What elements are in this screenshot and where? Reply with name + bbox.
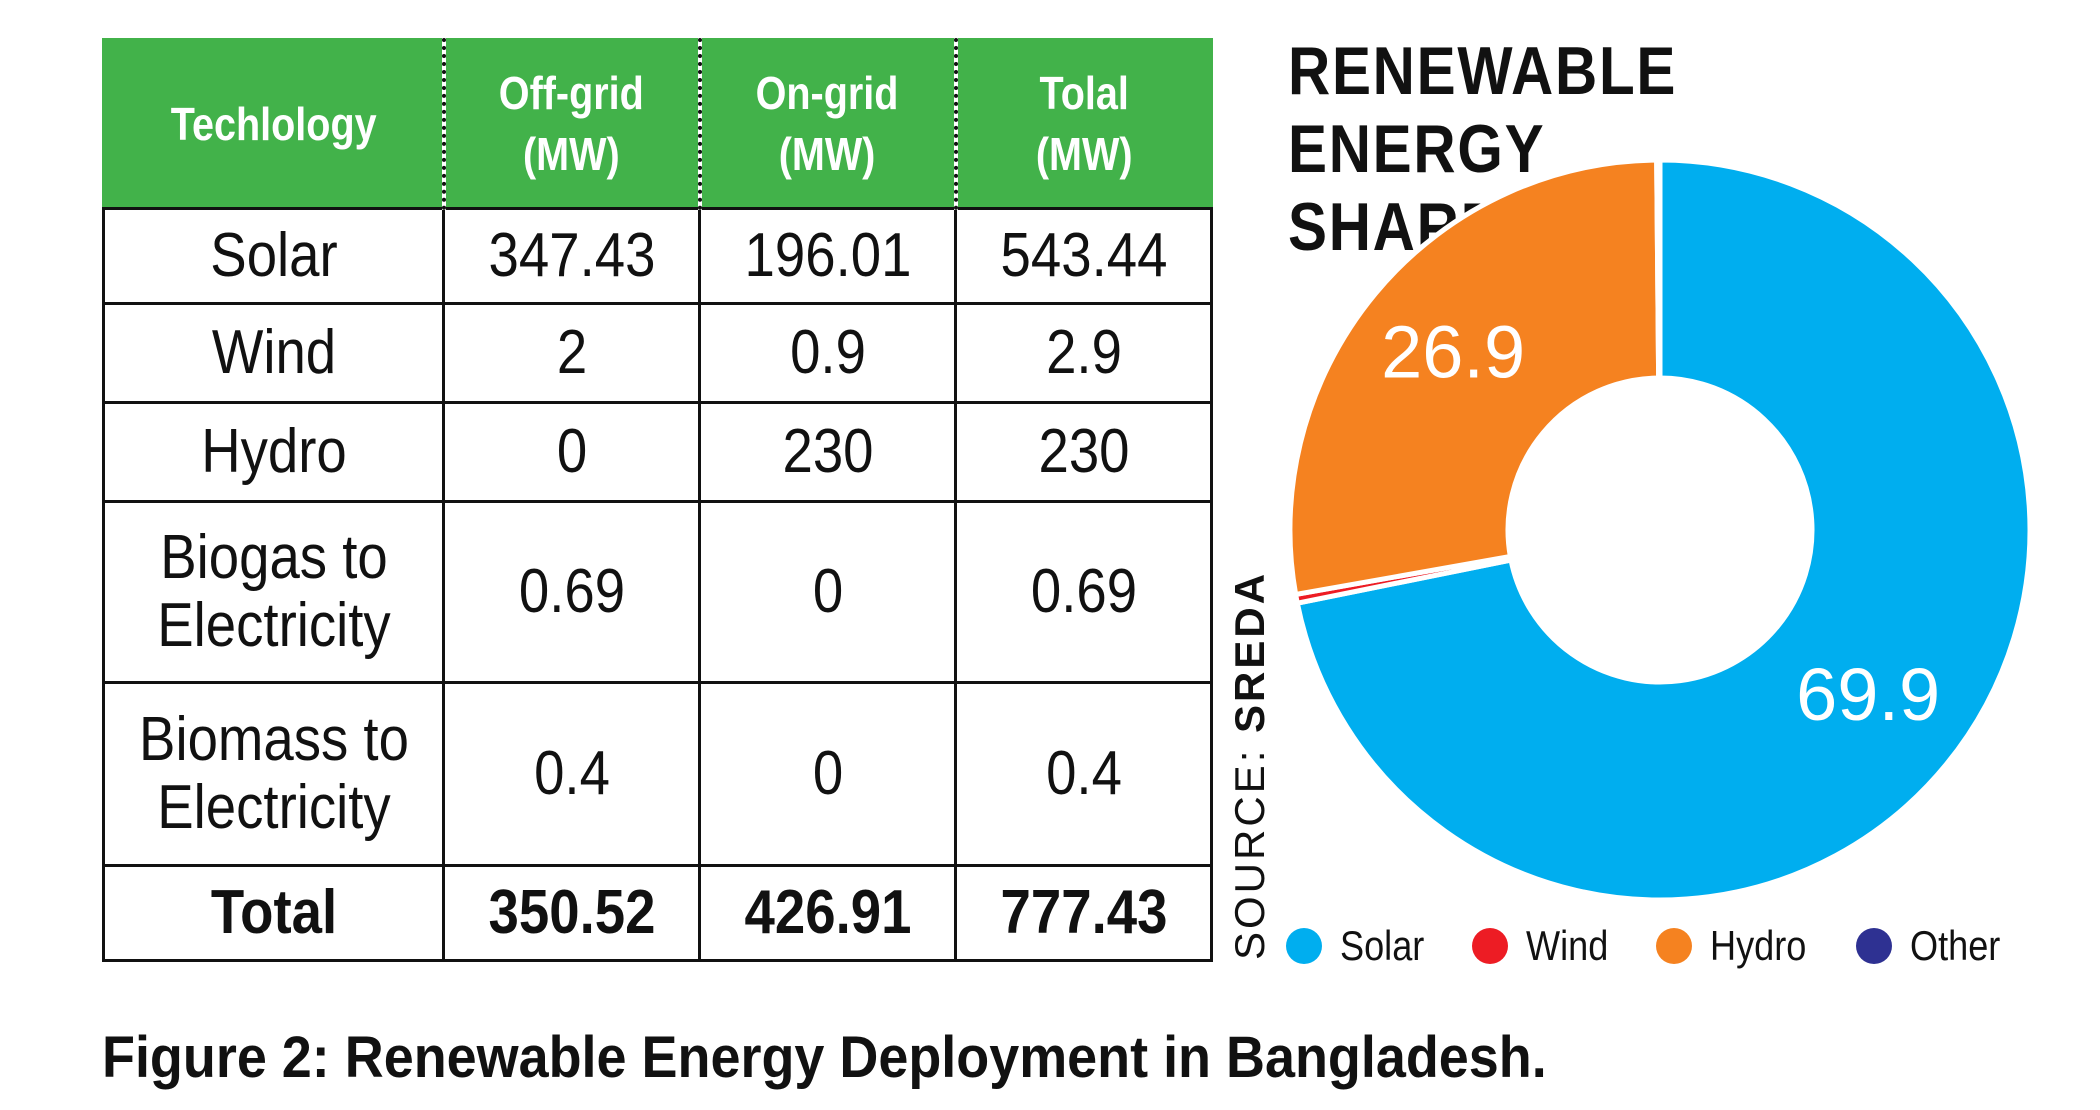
total-value: 230 — [969, 401, 1198, 503]
legend-swatch-solar — [1286, 928, 1322, 964]
legend-label-wind: Wind — [1526, 922, 1609, 969]
donut-slice-other — [1654, 157, 1663, 381]
legend-label-other: Other — [1909, 922, 2001, 969]
offgrid-value: 0.4 — [457, 681, 686, 867]
legend-label-solar: Solar — [1340, 922, 1425, 969]
table-row: Hydro 0 230 230 — [104, 401, 1212, 503]
donut-slice-labels: 69.9 26.9 — [1381, 311, 1940, 736]
total-value: 0.4 — [969, 681, 1198, 867]
legend-swatch-hydro — [1655, 928, 1692, 964]
legend-item-hydro: Hydro — [1655, 922, 1822, 970]
figure-caption: Figure 2: Renewable Energy Deployment in… — [102, 1025, 1547, 1090]
source-prefix: SOURCE: — [1226, 732, 1273, 960]
ongrid-value: 0 — [713, 500, 942, 684]
offgrid-value: 347.43 — [457, 207, 686, 305]
ongrid-value: 0 — [713, 681, 942, 867]
source-note: SOURCE: SREDA — [1226, 571, 1274, 960]
legend-item-other: Other — [1855, 922, 2015, 970]
slice-label-hydro: 26.9 — [1381, 311, 1525, 394]
renewable-table-container: Techlology Off-grid (MW) On-grid (MW) Tola… — [102, 38, 1213, 962]
table-row: Biogas to Electricity 0.69 0 0.69 — [104, 500, 1212, 684]
row-label: Solar — [122, 207, 425, 305]
legend-item-wind: Wind — [1472, 922, 1622, 970]
legend-item-solar: Solar — [1286, 922, 1438, 970]
legend-label-hydro: Hydro — [1709, 922, 1807, 969]
table-header-row: Techlology Off-grid (MW) On-grid (MW) Tola… — [102, 38, 1213, 210]
ongrid-total: 426.91 — [713, 864, 942, 962]
row-label: Biomass to Electricity — [122, 681, 425, 867]
grand-total: 777.43 — [969, 864, 1198, 962]
table-row: Solar 347.43 196.01 543.44 — [104, 207, 1212, 305]
chart-title-line1: RENEWABLE ENERGY — [1288, 33, 1678, 187]
ongrid-value: 0.9 — [713, 302, 942, 404]
table-row: Wind 2 0.9 2.9 — [104, 302, 1212, 404]
legend-swatch-other — [1855, 928, 1892, 964]
chart-legend: Solar Wind Hydro Other — [1286, 922, 2049, 970]
row-label: Wind — [122, 302, 425, 404]
donut-slice-solar — [1294, 157, 2033, 903]
total-row-label: Total — [122, 864, 425, 962]
total-value: 2.9 — [969, 302, 1198, 404]
offgrid-total: 350.52 — [457, 864, 686, 962]
row-label: Hydro — [122, 401, 425, 503]
offgrid-value: 2 — [457, 302, 686, 404]
header-technology: Techlology — [102, 38, 445, 210]
donut-chart: 69.9 26.9 — [1287, 157, 2033, 903]
legend-swatch-wind — [1472, 928, 1509, 964]
ongrid-value: 196.01 — [713, 207, 942, 305]
source-name: SREDA — [1226, 570, 1273, 733]
row-label: Biogas to Electricity — [122, 500, 425, 684]
total-value: 543.44 — [969, 207, 1198, 305]
table-row: Biomass to Electricity 0.4 0 0.4 — [104, 681, 1212, 867]
offgrid-value: 0.69 — [457, 500, 686, 684]
table-total-row: Total 350.52 426.91 777.43 — [104, 864, 1212, 962]
ongrid-value: 230 — [713, 401, 942, 503]
offgrid-value: 0 — [457, 401, 686, 503]
renewable-deployment-table: Techlology Off-grid (MW) On-grid (MW) Tola… — [102, 38, 1213, 962]
donut-slice-hydro — [1287, 157, 1662, 598]
donut-slices — [1287, 157, 2033, 903]
header-offgrid: Off-grid (MW) — [441, 38, 701, 210]
total-value: 0.69 — [969, 500, 1198, 684]
header-ongrid: On-grid (MW) — [697, 38, 957, 210]
header-total: Tolal (MW) — [953, 38, 1213, 210]
slice-label-solar: 69.9 — [1796, 653, 1940, 736]
